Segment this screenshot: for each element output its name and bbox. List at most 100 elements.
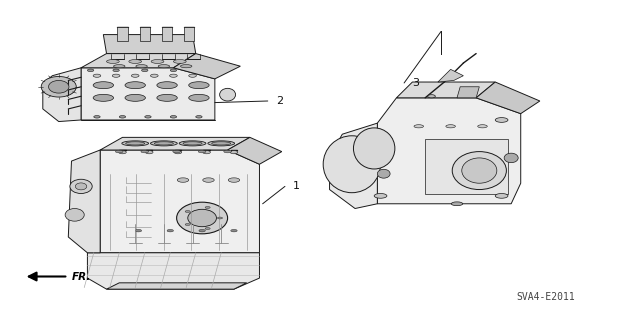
Ellipse shape [504,153,518,163]
Polygon shape [100,137,250,150]
Ellipse shape [113,65,125,68]
Ellipse shape [353,128,395,169]
Polygon shape [184,27,195,41]
Ellipse shape [414,125,424,128]
Polygon shape [476,82,540,114]
Text: 2: 2 [276,96,283,106]
Polygon shape [88,253,259,289]
Polygon shape [43,68,81,122]
Ellipse shape [446,125,456,128]
Polygon shape [106,283,246,289]
Ellipse shape [65,209,84,221]
Ellipse shape [118,151,126,154]
Polygon shape [81,54,196,68]
Polygon shape [425,139,508,194]
Ellipse shape [173,150,180,153]
Ellipse shape [170,69,177,71]
Ellipse shape [88,69,94,71]
Ellipse shape [150,141,177,146]
Polygon shape [100,150,259,253]
Ellipse shape [157,94,177,101]
Ellipse shape [196,115,202,118]
Ellipse shape [189,74,196,77]
Polygon shape [396,82,495,98]
Ellipse shape [179,141,206,146]
Ellipse shape [189,94,209,101]
Ellipse shape [177,202,228,234]
Ellipse shape [203,178,214,182]
Polygon shape [378,98,521,204]
Polygon shape [117,27,127,41]
Ellipse shape [141,69,148,71]
Ellipse shape [452,152,506,189]
Polygon shape [330,123,378,209]
Ellipse shape [188,209,216,227]
Ellipse shape [477,125,487,128]
Ellipse shape [220,88,236,101]
Text: FR.: FR. [72,271,91,281]
Ellipse shape [70,179,92,194]
Ellipse shape [208,141,235,146]
Ellipse shape [378,169,390,178]
Ellipse shape [41,77,76,97]
Ellipse shape [135,229,141,232]
Ellipse shape [141,150,148,153]
Ellipse shape [185,211,190,212]
Ellipse shape [125,94,145,101]
Ellipse shape [122,141,148,146]
Ellipse shape [129,60,141,63]
Polygon shape [173,54,241,79]
Polygon shape [438,69,463,82]
Polygon shape [140,27,150,41]
Ellipse shape [157,82,177,89]
Ellipse shape [224,150,232,153]
Ellipse shape [323,136,381,193]
Ellipse shape [125,142,145,145]
Ellipse shape [115,150,123,153]
Ellipse shape [94,115,100,118]
Ellipse shape [145,151,153,154]
Ellipse shape [113,69,119,71]
Polygon shape [68,150,100,253]
Ellipse shape [230,151,238,154]
Text: 1: 1 [293,182,300,191]
Ellipse shape [183,142,202,145]
Ellipse shape [174,151,182,154]
Ellipse shape [150,74,158,77]
Ellipse shape [112,74,120,77]
Ellipse shape [185,224,190,226]
Text: SVA4-E2011: SVA4-E2011 [517,292,575,302]
Ellipse shape [180,65,192,68]
Ellipse shape [199,229,205,232]
Ellipse shape [145,115,151,118]
Ellipse shape [76,183,87,190]
Ellipse shape [125,82,145,89]
Ellipse shape [177,178,189,182]
Ellipse shape [106,60,119,63]
Ellipse shape [218,217,223,219]
Ellipse shape [119,115,125,118]
Text: 3: 3 [412,78,419,88]
Ellipse shape [151,60,164,63]
Polygon shape [457,87,479,98]
Ellipse shape [93,74,100,77]
Ellipse shape [170,74,177,77]
Ellipse shape [131,74,139,77]
Polygon shape [81,68,215,120]
Ellipse shape [203,151,211,154]
Polygon shape [103,34,196,54]
Ellipse shape [495,194,508,198]
Ellipse shape [374,194,387,198]
Ellipse shape [167,229,173,232]
Polygon shape [162,27,172,41]
Ellipse shape [154,142,173,145]
Ellipse shape [158,65,170,68]
Ellipse shape [462,158,497,183]
Ellipse shape [49,80,69,93]
Ellipse shape [212,142,231,145]
Ellipse shape [173,60,186,63]
Ellipse shape [205,227,210,229]
Ellipse shape [228,178,240,182]
Ellipse shape [136,65,147,68]
Ellipse shape [495,118,508,122]
